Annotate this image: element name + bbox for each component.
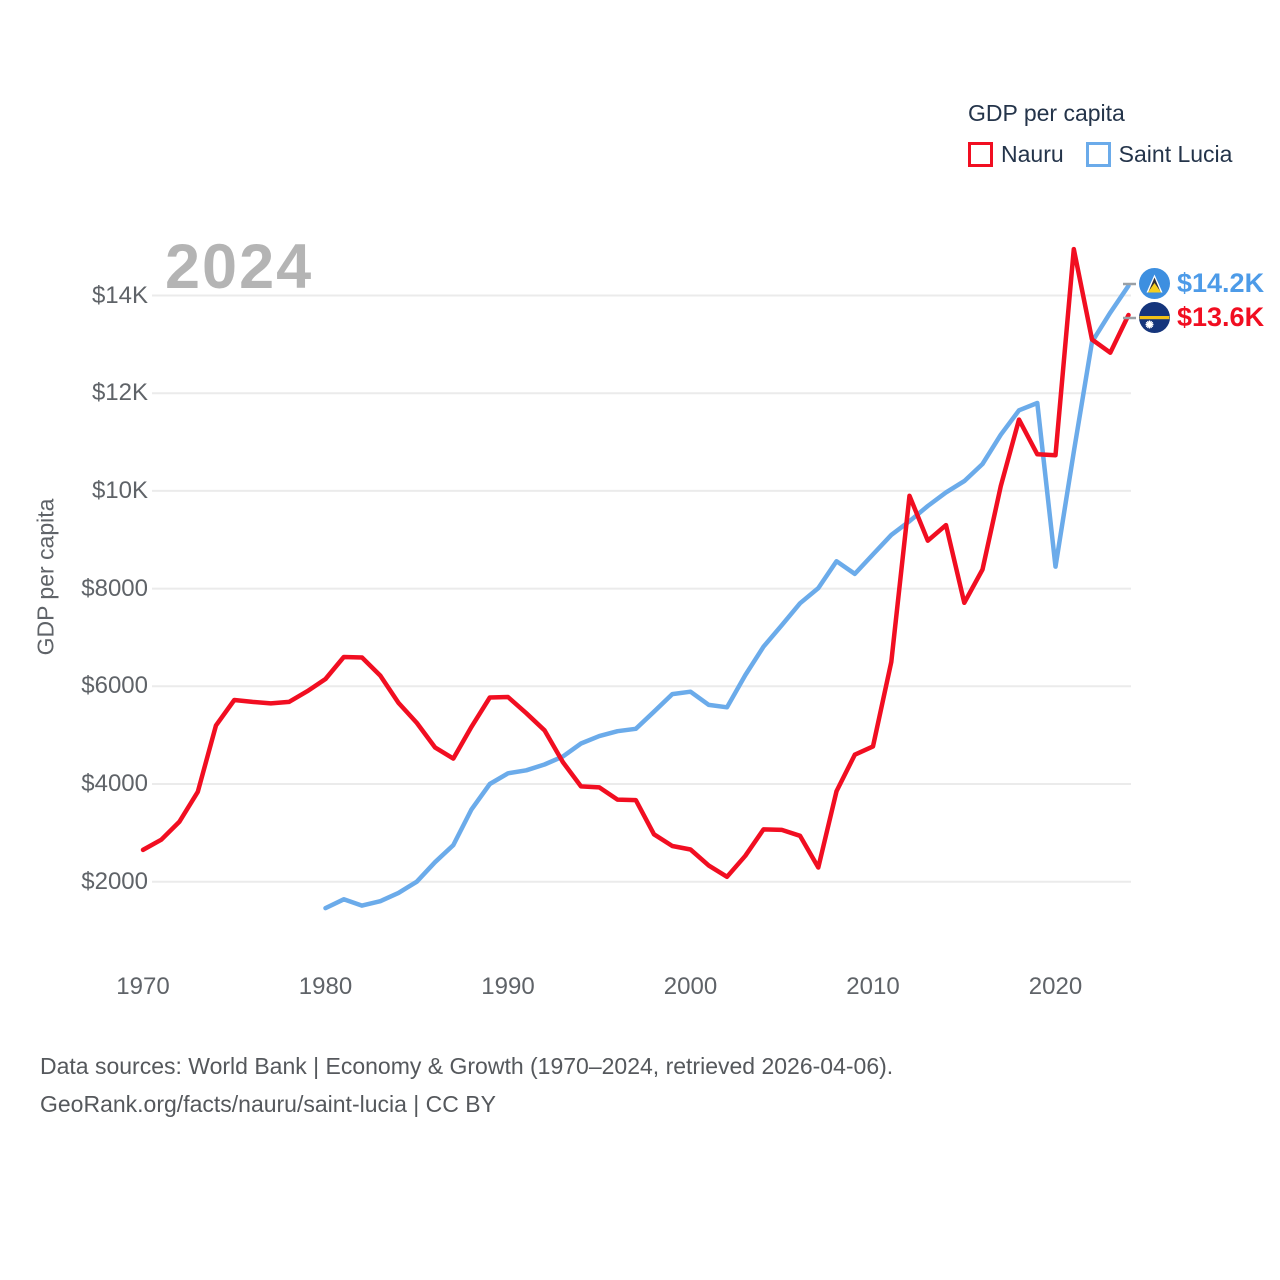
y-tick-label: $12K xyxy=(91,379,148,407)
x-tick-label: 2000 xyxy=(663,973,718,1000)
saint-lucia-end-value: $14.2K xyxy=(1177,268,1265,298)
footer: Data sources: World Bank | Economy & Gro… xyxy=(40,1047,893,1123)
x-tick-label: 2010 xyxy=(846,973,900,1000)
y-tick-label: $8000 xyxy=(81,574,148,602)
footer-attribution: GeoRank.org/facts/nauru/saint-lucia | CC… xyxy=(40,1091,496,1117)
x-tick-label: 1980 xyxy=(298,973,353,1000)
saint-lucia-line[interactable] xyxy=(323,283,1131,911)
y-tick-label: $4000 xyxy=(81,770,148,797)
chart-legend: GDP per capita Nauru Saint Lucia xyxy=(968,100,1246,168)
nauru-line[interactable] xyxy=(140,246,1131,880)
saint-lucia-flag-icon xyxy=(1139,268,1170,299)
end-label-nauru: $13.6K xyxy=(1139,302,1264,333)
end-label-saint-lucia: $14.2K xyxy=(1139,268,1264,299)
year-watermark: 2024 xyxy=(165,232,314,302)
x-tick-label: 1970 xyxy=(116,973,170,1000)
y-tick-label: $14K xyxy=(91,281,148,309)
saint-lucia-swatch xyxy=(1085,142,1111,167)
y-tick-label: $10K xyxy=(91,476,148,504)
y-tick-label: $2000 xyxy=(81,867,148,895)
nauru-end-value: $13.6K xyxy=(1177,302,1265,332)
legend-items: Nauru Saint Lucia xyxy=(968,141,1246,168)
x-tick-label: 1990 xyxy=(481,973,535,1000)
nauru-swatch xyxy=(968,142,993,167)
legend-label-nauru: Nauru xyxy=(1001,141,1064,167)
nauru-star xyxy=(1145,320,1154,329)
footer-data-sources: Data sources: World Bank | Economy & Gro… xyxy=(40,1053,894,1079)
legend-item-nauru[interactable]: Nauru xyxy=(968,141,1064,168)
legend-title: GDP per capita xyxy=(968,100,1125,126)
legend-item-saint-lucia[interactable]: Saint Lucia xyxy=(1085,141,1233,168)
y-tick-label: $6000 xyxy=(81,672,148,700)
legend-label-saint-lucia: Saint Lucia xyxy=(1118,141,1233,167)
nauru-flag-icon xyxy=(1139,302,1170,333)
x-tick-label: 2020 xyxy=(1028,973,1083,1000)
